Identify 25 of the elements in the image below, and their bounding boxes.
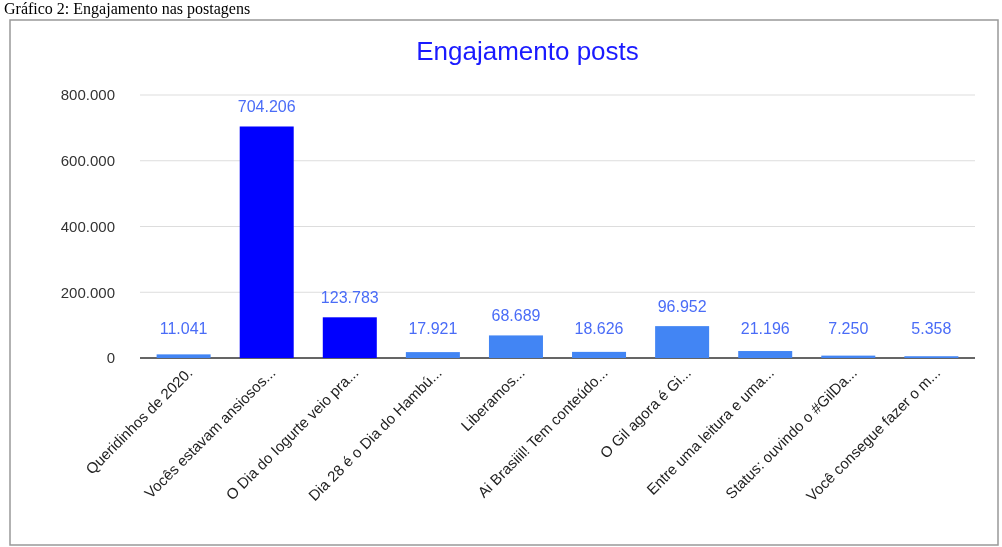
data-label: 18.626	[574, 320, 624, 337]
y-tick-label: 400.000	[60, 217, 115, 235]
chart-title: Engajamento posts	[416, 36, 639, 66]
y-tick-label: 200.000	[60, 283, 115, 301]
data-label: 21.196	[740, 320, 790, 337]
y-tick-label: 600.000	[60, 152, 115, 169]
y-tick-label: 800.000	[60, 86, 115, 104]
data-label: 704.206	[237, 98, 296, 116]
bar	[405, 352, 460, 358]
bar	[738, 351, 793, 358]
text: Gráfico 2: Engajamento nas postagens	[4, 0, 251, 18]
y-tick-label: 0	[106, 349, 115, 367]
bar	[322, 317, 377, 358]
data-label: 68.689	[491, 307, 541, 325]
bar	[572, 351, 627, 358]
data-label: 17.921	[408, 320, 458, 337]
bar	[239, 126, 294, 358]
bar	[655, 326, 710, 358]
bar	[488, 335, 543, 358]
data-label: 11.041	[159, 320, 208, 337]
data-label: 96.952	[657, 298, 707, 316]
bar	[156, 354, 211, 358]
data-label: 5.358	[911, 320, 952, 337]
data-label: 123.783	[320, 289, 379, 307]
data-label: 7.250	[828, 320, 869, 337]
